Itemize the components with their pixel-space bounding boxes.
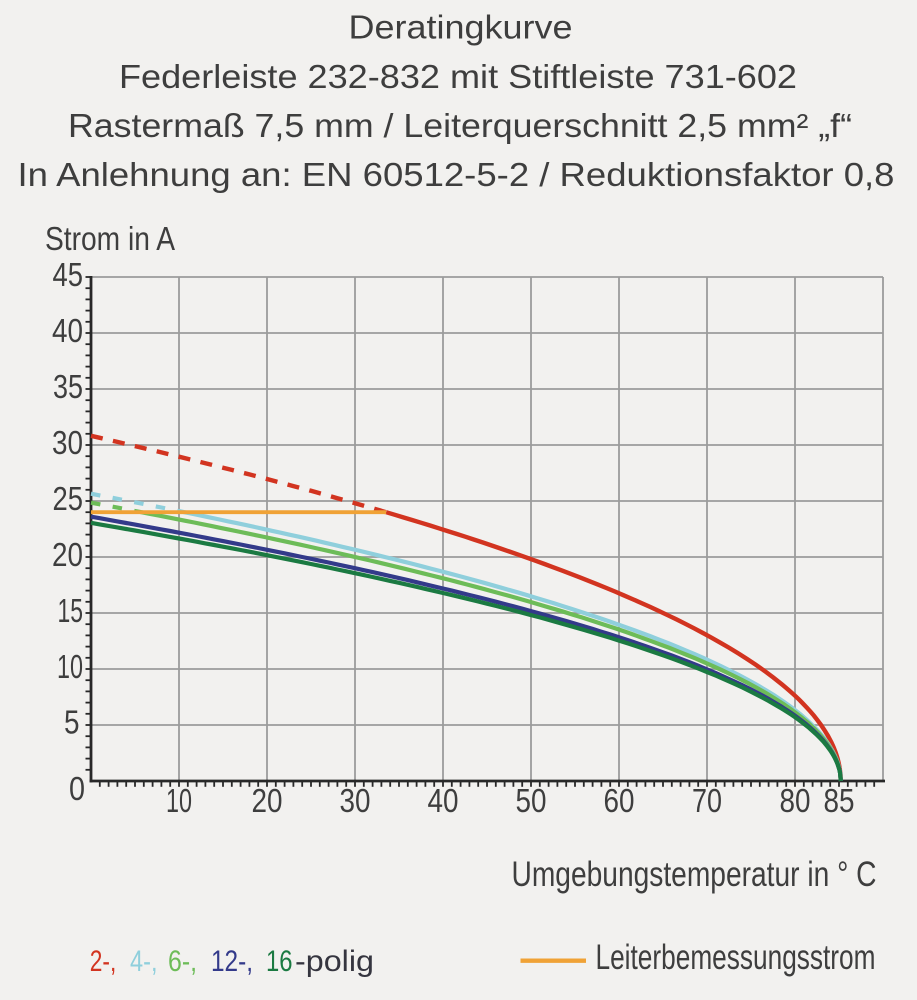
svg-text:12-,: 12-,: [211, 945, 253, 978]
svg-text:In Anlehnung an: EN 60512-5-2: In Anlehnung an: EN 60512-5-2 / Reduktio…: [18, 156, 895, 193]
svg-text:6-,: 6-,: [168, 945, 197, 978]
svg-text:Deratingkurve: Deratingkurve: [349, 9, 573, 46]
svg-text:10: 10: [166, 782, 192, 819]
svg-text:4-,: 4-,: [130, 945, 158, 978]
svg-text:40: 40: [52, 312, 83, 349]
svg-text:20: 20: [252, 782, 283, 819]
svg-text:Rastermaß 7,5 mm / Leiterquers: Rastermaß 7,5 mm / Leiterquerschnitt 2,5…: [68, 107, 852, 144]
svg-text:30: 30: [340, 782, 371, 819]
svg-text:60: 60: [604, 782, 635, 819]
svg-text:0: 0: [69, 770, 85, 807]
svg-text:10: 10: [57, 648, 83, 685]
svg-text:2-,: 2-,: [90, 945, 117, 978]
svg-text:16: 16: [266, 945, 293, 978]
svg-text:Strom in A: Strom in A: [45, 220, 175, 257]
svg-text:Umgebungstemperatur in ° C: Umgebungstemperatur in ° C: [512, 855, 877, 894]
svg-text:50: 50: [516, 782, 547, 819]
svg-text:80: 80: [780, 782, 811, 819]
svg-text:45: 45: [53, 256, 84, 293]
svg-text:70: 70: [692, 782, 722, 819]
svg-text:25: 25: [53, 480, 84, 517]
svg-text:85: 85: [824, 782, 855, 819]
svg-text:40: 40: [428, 782, 459, 819]
svg-text:35: 35: [53, 368, 83, 405]
svg-text:-polig: -polig: [295, 945, 374, 978]
svg-text:Leiterbemessungsstrom: Leiterbemessungsstrom: [596, 938, 876, 977]
svg-text:20: 20: [52, 536, 83, 573]
svg-text:15: 15: [58, 592, 84, 629]
svg-text:Federleiste 232-832 mit Stiftl: Federleiste 232-832 mit Stiftleiste 731-…: [119, 58, 797, 95]
svg-text:5: 5: [64, 704, 80, 741]
svg-text:30: 30: [52, 424, 83, 461]
